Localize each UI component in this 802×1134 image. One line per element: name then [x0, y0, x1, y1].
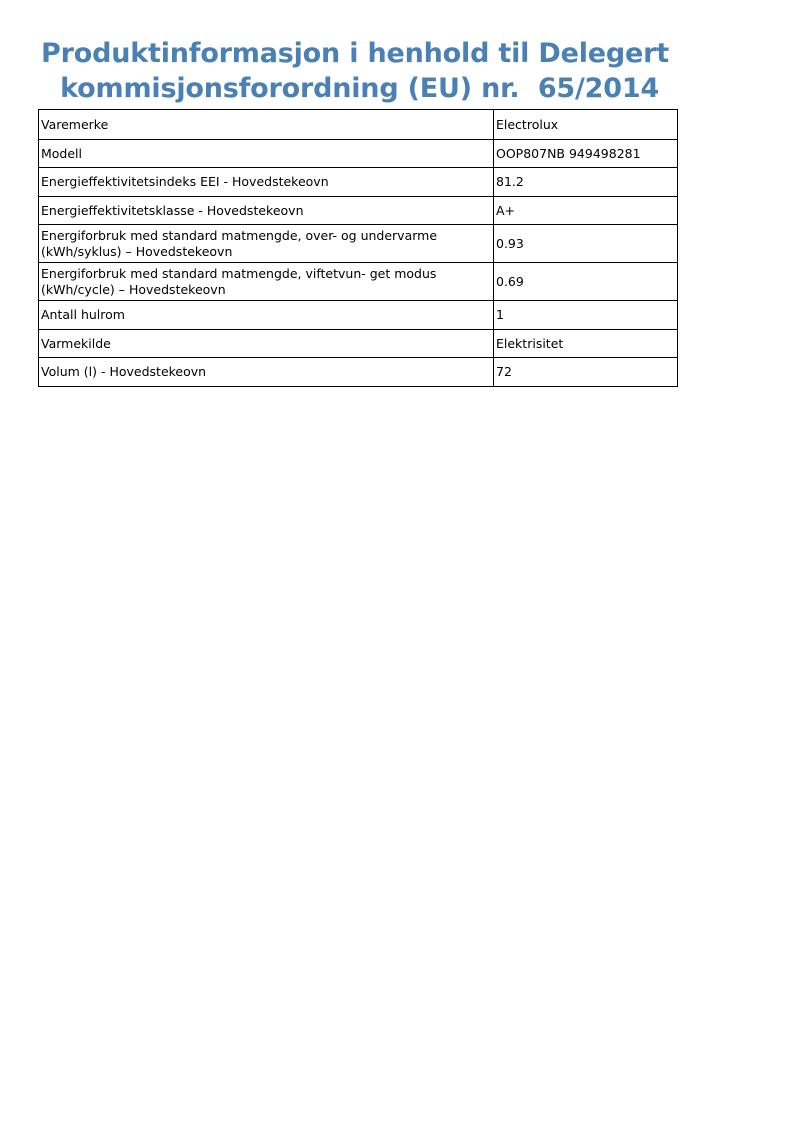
title-line-1: Produktinformasjon i henhold til Deleger…	[41, 38, 669, 69]
row-label: Energieffektivitetsklasse - Hovedstekeov…	[38, 196, 494, 225]
row-label: Antall hulrom	[38, 300, 494, 330]
row-label: Energiforbruk med standard matmengde, ov…	[38, 224, 494, 263]
row-label: Modell	[38, 139, 494, 168]
row-value: 1	[493, 300, 678, 330]
row-label: Volum (l) - Hovedstekeovn	[38, 357, 494, 387]
table-row: Volum (l) - Hovedstekeovn 72	[38, 357, 678, 387]
table-row: Varemerke Electrolux	[38, 109, 678, 140]
row-value: 72	[493, 357, 678, 387]
row-value: Electrolux	[493, 109, 678, 140]
page-title: Produktinformasjon i henhold til Deleger…	[40, 36, 670, 106]
table-row: Energieffektivitetsindeks EEI - Hovedste…	[38, 167, 678, 197]
row-label: Energieffektivitetsindeks EEI - Hovedste…	[38, 167, 494, 197]
table-row: Energiforbruk med standard matmengde, ov…	[38, 224, 678, 263]
table-row: Energiforbruk med standard matmengde, vi…	[38, 262, 678, 301]
row-value: 0.69	[493, 262, 678, 301]
table-row: Energieffektivitetsklasse - Hovedstekeov…	[38, 196, 678, 225]
row-value: OOP807NB 949498281	[493, 139, 678, 168]
title-line-2: kommisjonsforordning (EU) nr. 65/2014	[50, 73, 660, 104]
row-label: Energiforbruk med standard matmengde, vi…	[38, 262, 494, 301]
row-value: 81.2	[493, 167, 678, 197]
table-row: Modell OOP807NB 949498281	[38, 139, 678, 168]
product-info-table: Varemerke Electrolux Modell OOP807NB 94949…	[38, 109, 678, 387]
row-value: 0.93	[493, 224, 678, 263]
row-value: Elektrisitet	[493, 329, 678, 358]
table-row: Antall hulrom 1	[38, 300, 678, 330]
row-label: Varmekilde	[38, 329, 494, 358]
table-row: Varmekilde Elektrisitet	[38, 329, 678, 358]
row-value: A+	[493, 196, 678, 225]
row-label: Varemerke	[38, 109, 494, 140]
